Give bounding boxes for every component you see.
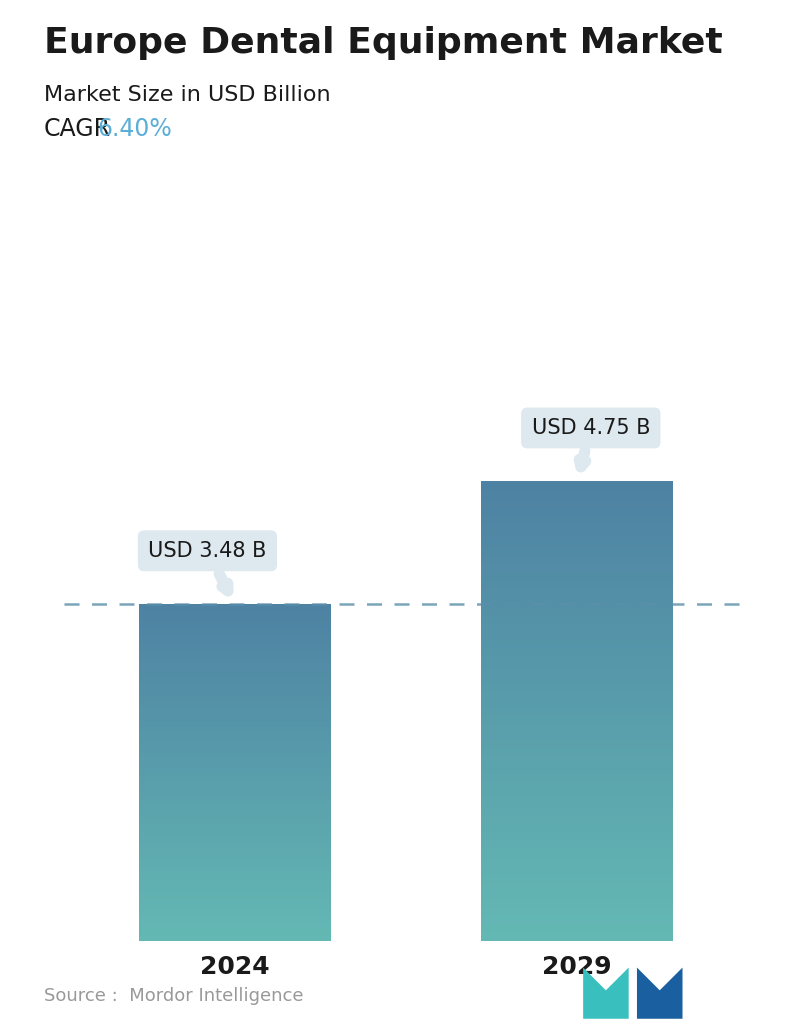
Text: Source :  Mordor Intelligence: Source : Mordor Intelligence [44, 987, 303, 1005]
Text: 6.40%: 6.40% [97, 117, 172, 141]
Text: Europe Dental Equipment Market: Europe Dental Equipment Market [44, 26, 723, 60]
Text: USD 3.48 B: USD 3.48 B [148, 541, 267, 590]
Polygon shape [637, 968, 682, 1018]
Polygon shape [583, 968, 629, 1018]
Text: Market Size in USD Billion: Market Size in USD Billion [44, 85, 330, 104]
Text: CAGR: CAGR [44, 117, 111, 141]
Text: USD 4.75 B: USD 4.75 B [532, 418, 650, 466]
